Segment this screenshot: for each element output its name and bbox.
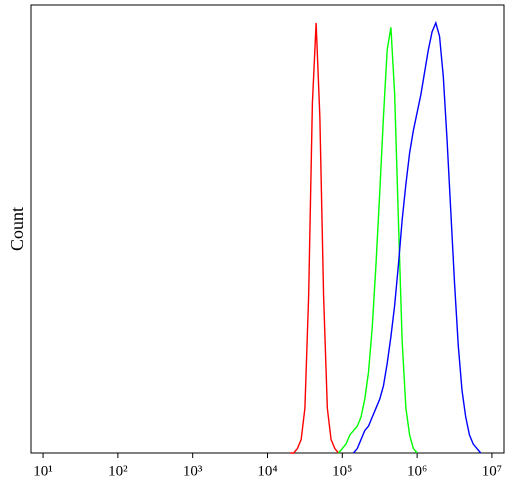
x-tick-label: 10⁴ xyxy=(257,463,277,479)
plot-frame xyxy=(30,4,505,454)
x-tick-label: 10⁶ xyxy=(407,463,427,479)
x-tick-label: 10² xyxy=(108,463,128,479)
series-line xyxy=(352,20,482,454)
series-line xyxy=(338,27,418,454)
x-tick-label: 10¹ xyxy=(33,463,53,479)
x-tick-label: 10³ xyxy=(183,463,203,479)
x-tick-label: 10⁷ xyxy=(482,463,502,479)
series-line xyxy=(289,22,340,454)
x-tick-label: 10⁵ xyxy=(332,463,352,479)
y-axis-label: Count xyxy=(7,207,27,251)
